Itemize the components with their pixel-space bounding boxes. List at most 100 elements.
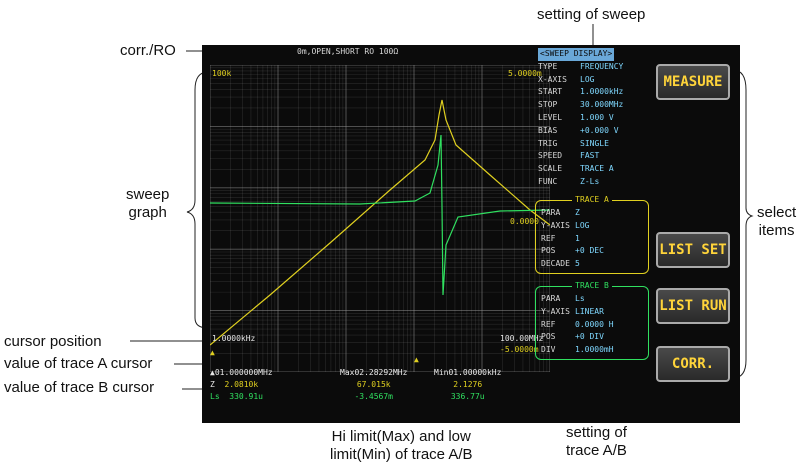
label-hi-lo-line2: limit(Min) of trace A/B	[330, 446, 473, 463]
list-set-button[interactable]: LIST SET	[656, 232, 730, 268]
trace-a-curve	[210, 99, 550, 346]
y-axis-b-mid: 0.0000	[510, 217, 539, 226]
sweep-setting-row: SPEED FAST	[538, 150, 623, 163]
sweep-setting-value: Z-Ls	[580, 176, 600, 186]
trace-b-setting-row: POS +0 DIV	[536, 331, 648, 344]
sweep-setting-key: SCALE	[538, 164, 563, 174]
label-setting-of-sweep: setting of sweep	[537, 6, 646, 23]
lcr-screen: 0m,OPEN,SHORT RO 100Ω 100k 5.0000m 0.000…	[202, 45, 740, 423]
label-setting-of-trace: setting of trace A/B	[566, 424, 627, 460]
sweep-setting-row: START 1.0000kHz	[538, 86, 623, 99]
sweep-setting-row: STOP 30.000MHz	[538, 99, 623, 112]
trace-b-setting-value: 0.0000 H	[575, 319, 614, 329]
trace-a-setting-row: DECADE 5	[536, 258, 648, 271]
sweep-setting-row: X-AXIS LOG	[538, 74, 623, 87]
x-axis-min: 1.0000kHz	[212, 334, 256, 343]
trace-a-setting-row: PARA Z	[536, 207, 648, 220]
sweep-setting-key: LEVEL	[538, 112, 563, 122]
trace-b-title: TRACE B	[572, 281, 612, 290]
trace-a-setting-row: REF 1	[536, 233, 648, 246]
label-sweep-graph-line2: graph	[128, 204, 167, 221]
trace-b-box: TRACE B PARA Ls Y-AXIS LINEAR REF 0.0000 H POS…	[535, 281, 649, 360]
min-trace-a-value: 2.1276	[453, 380, 483, 389]
cursor-position-value: ▲01.000000MHz	[210, 368, 273, 377]
trace-b-curve	[210, 134, 550, 296]
trace-a-setting-row: POS +0 DEC	[536, 245, 648, 258]
sweep-setting-value: FREQUENCY	[580, 61, 624, 71]
sweep-setting-key: SPEED	[538, 151, 563, 161]
trace-a-setting-row: Y-AXIS LOG	[536, 220, 648, 233]
sweep-setting-value: 1.000 V	[580, 112, 614, 122]
sweep-setting-row: TYPE FREQUENCY	[538, 61, 623, 74]
min-frequency: Min01.00000kHz	[434, 368, 502, 377]
corr-button[interactable]: CORR.	[656, 346, 730, 382]
min-trace-b-value: 336.77u	[450, 392, 485, 401]
trace-b-setting-row: DIV 1.0000mH	[536, 344, 648, 357]
trace-b-setting-value: 1.0000mH	[575, 345, 614, 355]
sweep-setting-row: BIAS +0.000 V	[538, 125, 623, 138]
trace-a-setting-value: +0 DEC	[575, 246, 604, 256]
sweep-setting-value: FAST	[580, 151, 600, 161]
trace-a-setting-key: Y-AXIS	[541, 220, 570, 230]
sweep-setting-row: LEVEL 1.000 V	[538, 112, 623, 125]
trace-a-box: TRACE A PARA Z Y-AXIS LOG REF 1 POS +0 DEC DECAD…	[535, 195, 649, 274]
label-select-line1: select	[757, 204, 797, 221]
trace-a-setting-value: 1	[575, 233, 580, 243]
max-frequency: Max02.28292MHz	[340, 368, 408, 377]
cursor-readout: ▲01.000000MHz Z 2.0810k Ls 330.91u	[210, 367, 273, 403]
label-select-items: select items	[757, 204, 796, 240]
y-axis-b-top: 5.0000m	[508, 69, 542, 78]
trace-a-cursor-value: 2.0810k	[224, 380, 259, 389]
trace-a-setting-value: 5	[575, 259, 580, 269]
sweep-setting-value: +0.000 V	[580, 125, 619, 135]
sweep-setting-value: SINGLE	[580, 138, 609, 148]
y-axis-b-bottom: -5.0000m	[500, 345, 539, 354]
max-marker-icon: ▲	[414, 355, 419, 364]
x-axis-max: 100.00MHz	[500, 334, 544, 343]
label-select-line2: items	[758, 222, 795, 239]
sweep-setting-key: TYPE	[538, 61, 558, 71]
trace-b-setting-row: REF 0.0000 H	[536, 319, 648, 332]
sweep-setting-value: LOG	[580, 74, 595, 84]
max-trace-b-value: -3.4567m	[354, 392, 393, 401]
label-sweep-graph-line1: sweep	[126, 186, 170, 203]
label-sweep-graph: sweep graph	[126, 186, 169, 222]
trace-a-title: TRACE A	[572, 195, 612, 204]
sweep-settings: <SWEEP DISPLAY> TYPE FREQUENCY X-AXIS LOG ST…	[538, 48, 623, 189]
sweep-setting-key: START	[538, 87, 563, 97]
measure-button[interactable]: MEASURE	[656, 64, 730, 100]
trace-a-setting-key: POS	[541, 246, 556, 256]
min-readout: Min01.00000kHz 2.1276 336.77u	[434, 367, 501, 403]
list-run-button[interactable]: LIST RUN	[656, 288, 730, 324]
trace-b-cursor-value: 330.91u	[229, 392, 263, 401]
sweep-setting-key: TRIG	[538, 138, 558, 148]
label-hi-lo-line1: Hi limit(Max) and low	[331, 428, 471, 445]
trace-b-setting-row: Y-AXIS LINEAR	[536, 306, 648, 319]
trace-b-setting-value: +0 DIV	[575, 332, 604, 342]
max-readout: Max02.28292MHz 67.015k -3.4567m	[340, 367, 407, 403]
sweep-setting-key: X-AXIS	[538, 74, 567, 84]
trace-b-setting-key: Y-AXIS	[541, 306, 570, 316]
sweep-setting-key: STOP	[538, 100, 558, 110]
label-trace-a-cursor: value of trace A cursor	[4, 355, 153, 372]
label-corr-ro: corr./RO	[120, 42, 176, 59]
label-trace-b-cursor: value of trace B cursor	[4, 379, 155, 396]
sweep-setting-key: BIAS	[538, 125, 558, 135]
label-setting-trace-line2: trace A/B	[566, 442, 627, 459]
label-cursor-position: cursor position	[4, 333, 102, 350]
sweep-setting-row: TRIG SINGLE	[538, 138, 623, 151]
trace-b-setting-value: LINEAR	[575, 306, 604, 316]
trace-a-setting-key: REF	[541, 233, 556, 243]
trace-b-setting-key: PARA	[541, 294, 561, 303]
trace-a-param: Z	[210, 380, 215, 389]
sweep-display-header: <SWEEP DISPLAY>	[538, 48, 615, 61]
label-hi-lo-limit: Hi limit(Max) and low limit(Min) of trac…	[330, 428, 473, 464]
sweep-graph	[210, 65, 550, 372]
trace-b-setting-key: POS	[541, 332, 556, 342]
trace-a-setting-key: PARA	[541, 208, 561, 217]
sweep-setting-row: SCALE TRACE A	[538, 163, 623, 176]
sweep-setting-key: FUNC	[538, 176, 558, 186]
y-axis-a-top: 100k	[212, 69, 232, 78]
trace-b-setting-row: PARA Ls	[536, 293, 648, 306]
trace-a-setting-value: LOG	[575, 220, 590, 230]
